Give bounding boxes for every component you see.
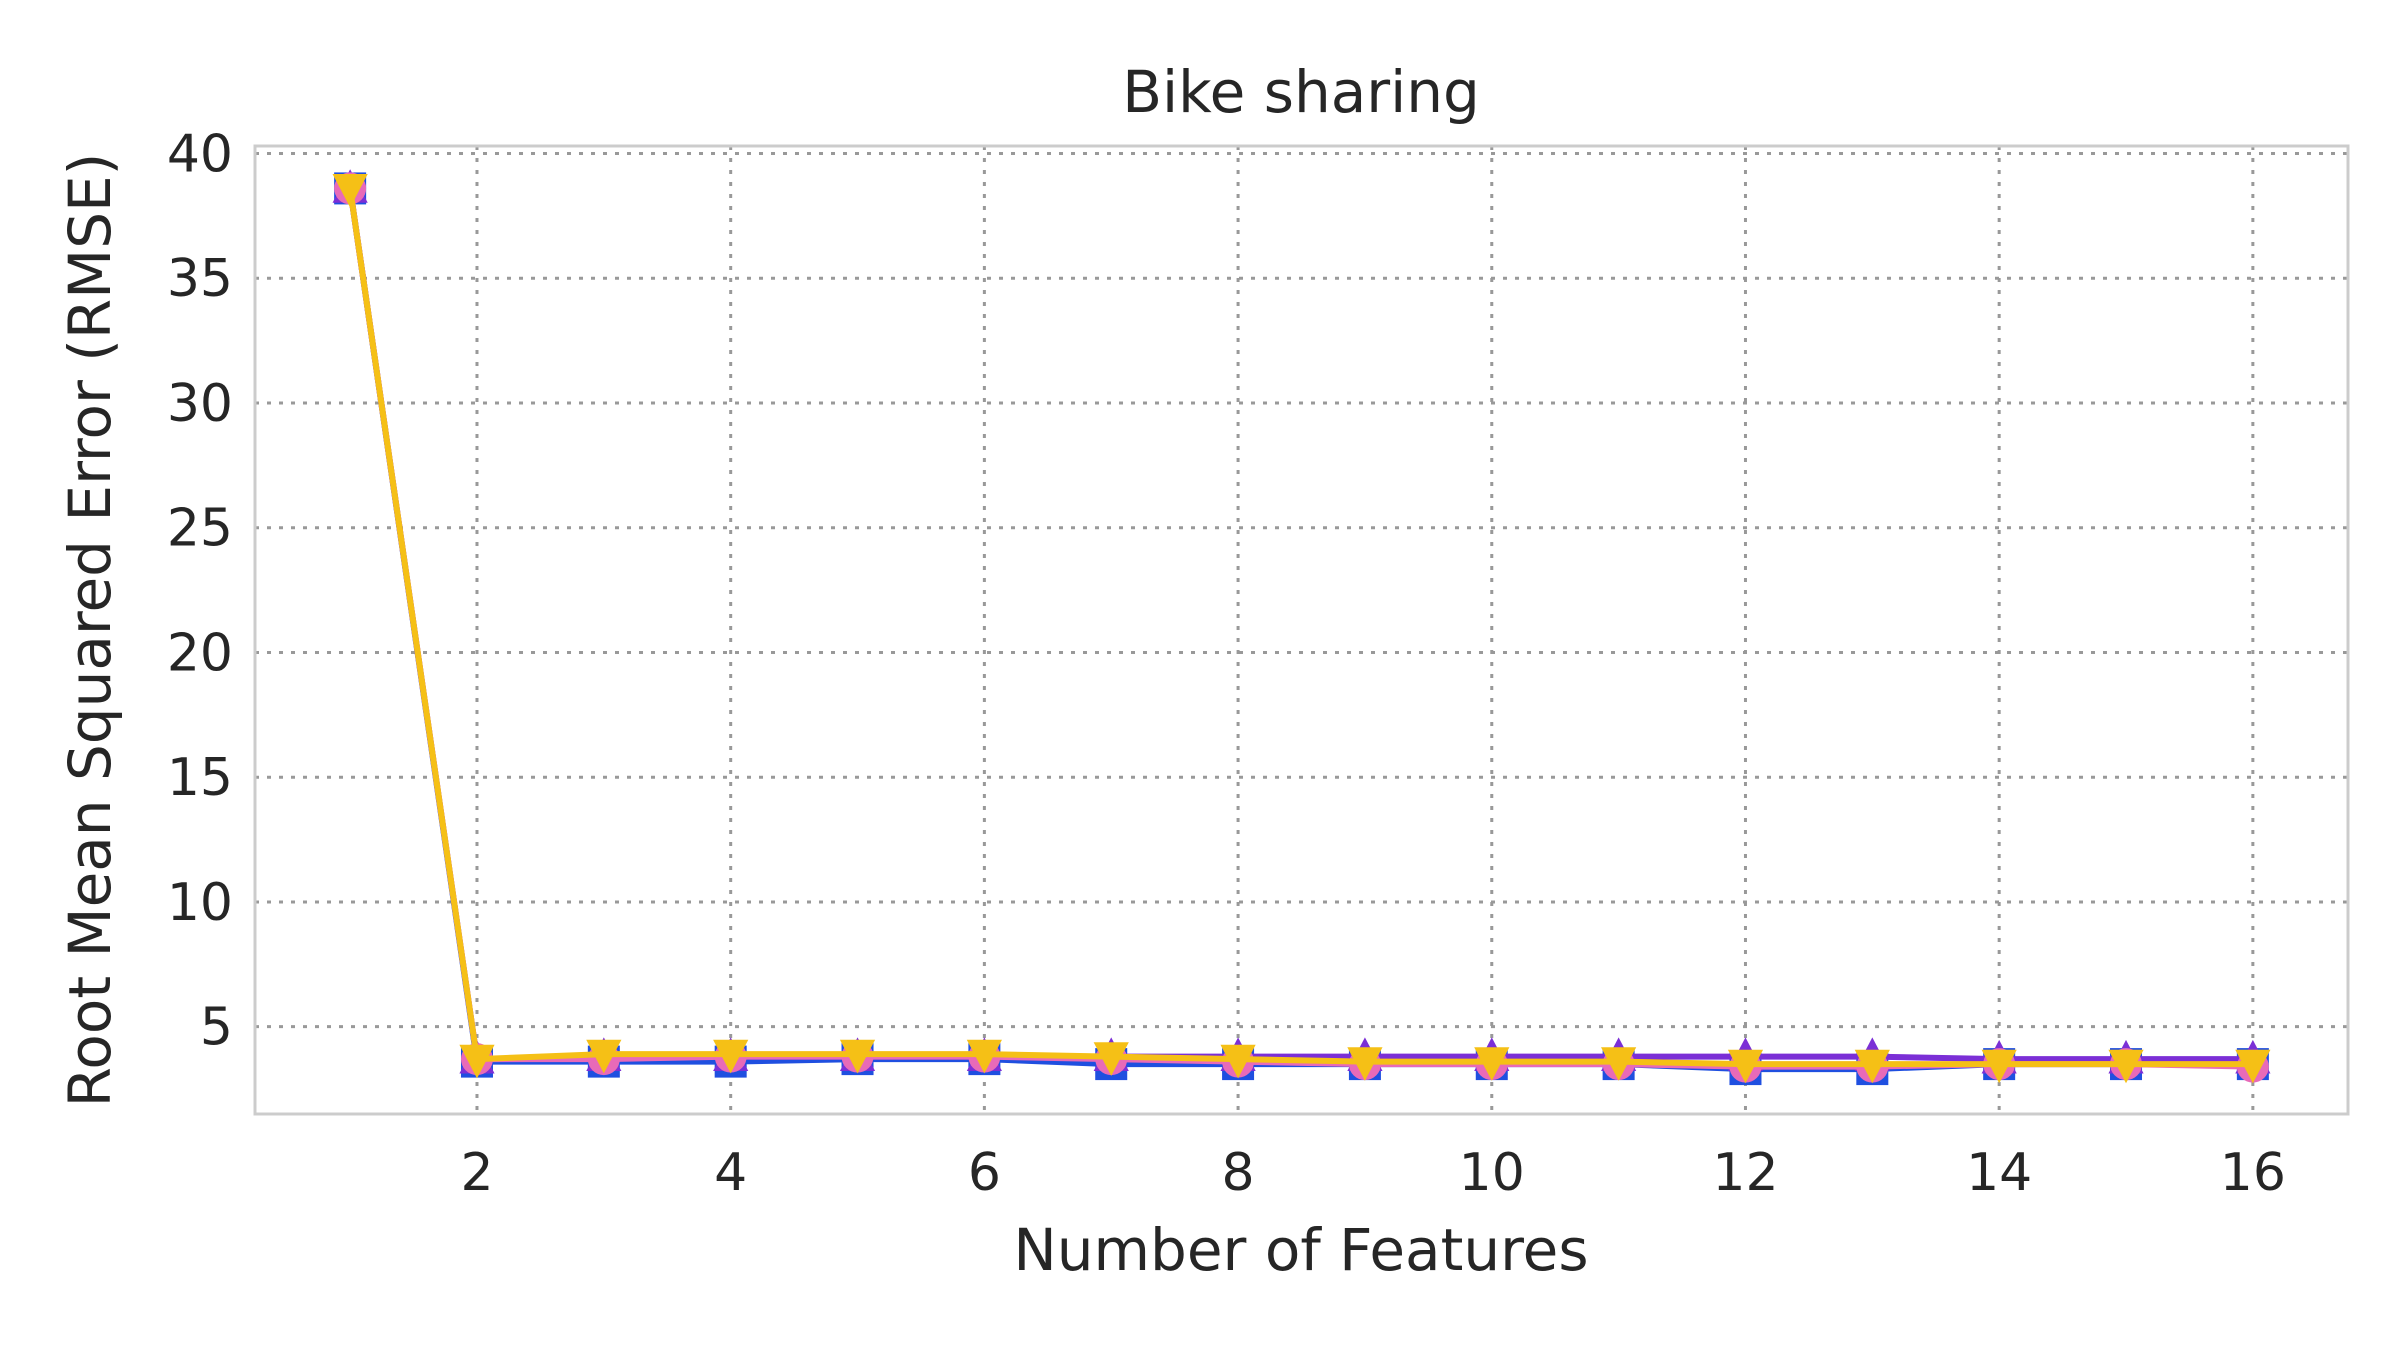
y-tick-label: 10 bbox=[167, 873, 233, 933]
data-point-marker bbox=[1220, 1044, 1256, 1079]
grid-lines bbox=[255, 146, 2348, 1114]
data-point-marker bbox=[1347, 1047, 1383, 1081]
data-point-marker bbox=[2108, 1049, 2144, 1084]
y-tick-label: 30 bbox=[167, 374, 233, 434]
x-tick-label: 4 bbox=[714, 1143, 747, 1203]
data-point-marker bbox=[1601, 1047, 1637, 1081]
y-axis-label: Root Mean Squared Error (RMSE) bbox=[56, 153, 124, 1108]
series-4 bbox=[332, 174, 2271, 1084]
series-layer bbox=[332, 169, 2271, 1086]
x-axis-label: Number of Features bbox=[1013, 1216, 1588, 1284]
data-point-marker bbox=[1093, 1042, 1129, 1076]
data-point-marker bbox=[839, 1039, 876, 1074]
data-point-marker bbox=[459, 1044, 495, 1079]
series-line bbox=[347, 187, 2253, 1068]
x-tick-label: 12 bbox=[1712, 1143, 1778, 1203]
data-point-marker bbox=[1727, 1049, 1764, 1084]
y-tick-label: 35 bbox=[167, 249, 233, 309]
x-tick-label: 10 bbox=[1459, 1143, 1525, 1203]
x-tick-label: 8 bbox=[1222, 1143, 1255, 1203]
y-tick-label: 15 bbox=[167, 748, 233, 808]
data-point-marker bbox=[586, 1039, 622, 1074]
data-point-marker bbox=[332, 174, 368, 208]
y-tick-label: 20 bbox=[167, 623, 233, 683]
y-tick-label: 5 bbox=[200, 998, 233, 1058]
data-point-marker bbox=[966, 1039, 1002, 1074]
x-tick-label: 16 bbox=[2220, 1143, 2286, 1203]
x-tick-label: 14 bbox=[1966, 1143, 2032, 1203]
data-point-marker bbox=[1854, 1049, 1890, 1084]
tick-labels: 2 4 6 8 10 12 14 16 5 10 15 20 25 30 35 40 bbox=[167, 124, 2286, 1203]
chart-title: Bike sharing bbox=[1122, 58, 1480, 126]
y-tick-label: 40 bbox=[167, 124, 233, 184]
data-point-marker bbox=[713, 1039, 749, 1074]
x-tick-label: 2 bbox=[460, 1143, 493, 1203]
plot-frame bbox=[253, 144, 2350, 1116]
data-point-marker bbox=[1981, 1049, 2017, 1084]
x-tick-label: 6 bbox=[968, 1143, 1001, 1203]
data-point-marker bbox=[1474, 1047, 1510, 1081]
y-tick-label: 25 bbox=[167, 499, 233, 559]
data-point-marker bbox=[2235, 1049, 2271, 1084]
